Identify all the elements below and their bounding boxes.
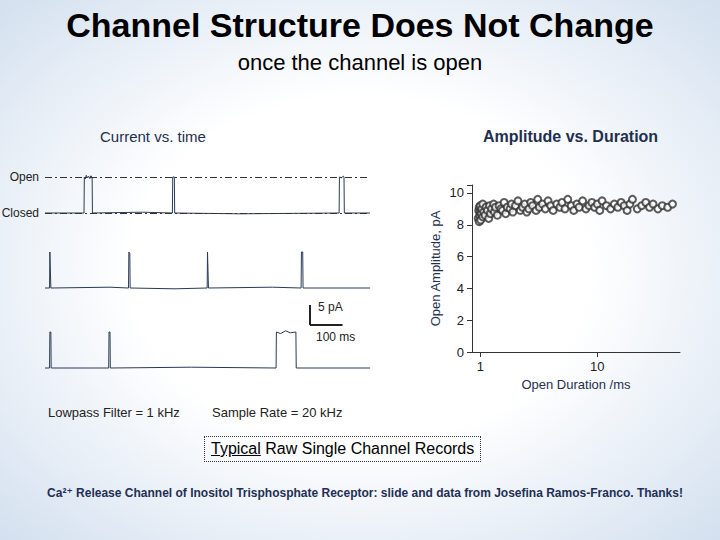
html-text:Lowpass Filter = 1 kHz: Lowpass Filter = 1 kHz [48,405,180,420]
html-text:Ca²⁺ Release Channel of Inosit: Ca²⁺ Release Channel of Inositol Trispho… [47,486,683,500]
svg-text:Current vs. time: Current vs. time [100,128,206,145]
html-text:Sample Rate = 20 kHz: Sample Rate = 20 kHz [212,405,343,420]
svg-text:8: 8 [457,217,464,232]
svg-text:Open Amplitude, pA: Open Amplitude, pA [428,210,443,326]
svg-text:Open: Open [10,170,39,184]
html-text:once the channel is open: once the channel is open [237,50,483,75]
svg-text:4: 4 [457,281,464,296]
svg-text:10: 10 [450,185,464,200]
svg-text:Closed: Closed [2,206,39,220]
svg-text:2: 2 [457,313,464,328]
svg-text:1: 1 [477,359,484,374]
svg-text:Amplitude vs. Duration: Amplitude vs. Duration [483,128,658,145]
svg-text:5 pA: 5 pA [318,300,343,314]
html-text:Channel Structure Does Not Cha: Channel Structure Does Not Change [66,6,654,44]
svg-text:Open Duration /ms: Open Duration /ms [521,377,631,392]
svg-text:6: 6 [457,249,464,264]
svg-text:0: 0 [457,345,464,360]
svg-text:10: 10 [590,359,604,374]
svg-text:100 ms: 100 ms [316,330,355,344]
html-text:Typical Raw Single Channel Rec: Typical Raw Single Channel Records [211,440,475,457]
